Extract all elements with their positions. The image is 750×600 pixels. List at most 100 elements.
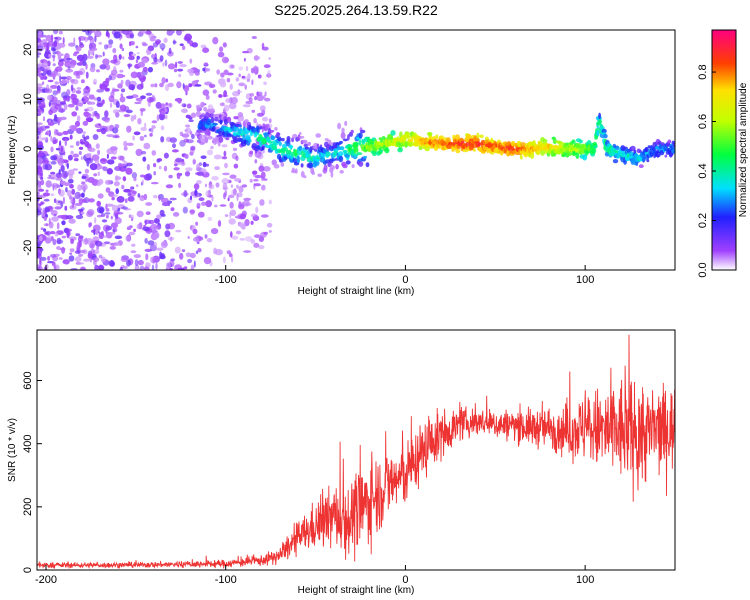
heatmap-ridge-blob <box>356 152 363 156</box>
heatmap-ridge-blob <box>325 151 331 157</box>
heatmap-blob <box>136 51 140 55</box>
heatmap-blob <box>92 113 99 117</box>
heatmap-noise-blobs <box>37 30 273 270</box>
heatmap-ridge-blob <box>540 149 545 156</box>
heatmap-blob <box>204 136 209 144</box>
heatmap-ridge-blob <box>408 139 414 142</box>
heatmap-blob <box>169 103 172 107</box>
heatmap-blob <box>206 238 213 243</box>
heatmap-blob <box>144 134 147 138</box>
heatmap-blob <box>53 265 57 270</box>
heatmap-ridge-blob <box>299 135 305 139</box>
heatmap-blob <box>75 70 83 76</box>
heatmap-blob <box>71 111 78 117</box>
heatmap-blob <box>123 188 131 193</box>
heatmap-blob <box>80 211 85 215</box>
heatmap-blob <box>44 132 48 135</box>
heatmap-blob <box>127 196 135 202</box>
heatmap-blob <box>168 174 173 179</box>
heatmap-blob <box>160 241 168 249</box>
heatmap-blob <box>92 257 100 262</box>
heatmap-blob <box>57 200 61 204</box>
heatmap-blob <box>183 85 190 92</box>
heatmap-blob <box>143 193 148 201</box>
colorbar-tick-label: 0.0 <box>697 262 709 277</box>
heatmap-blob <box>45 223 48 227</box>
heatmap-blob <box>249 178 253 183</box>
heatmap-blob <box>70 238 74 244</box>
heatmap-blob <box>42 228 47 232</box>
heatmap-blob <box>115 101 120 108</box>
heatmap-blob <box>72 153 80 158</box>
heatmap-blob <box>144 122 147 128</box>
heatmap-blob <box>155 232 160 239</box>
heatmap-blob <box>113 31 121 39</box>
heatmap-blob <box>61 136 70 142</box>
heatmap-blob <box>116 196 125 203</box>
heatmap-blob <box>57 215 66 219</box>
heatmap-blob <box>184 33 192 41</box>
heatmap-blob <box>194 84 202 87</box>
heatmap-ridge-blob <box>242 134 246 141</box>
heatmap-blob <box>37 264 41 269</box>
heatmap-blob <box>244 236 253 242</box>
heatmap-ridge-blob <box>196 129 203 133</box>
x-tick-label: 0 <box>402 274 408 286</box>
heatmap-blob <box>108 260 115 267</box>
heatmap-blob <box>250 213 258 218</box>
heatmap-ridge-blob <box>340 132 346 140</box>
heatmap-blob <box>129 189 137 197</box>
heatmap-blob <box>176 173 182 176</box>
heatmap-blob <box>179 64 187 68</box>
heatmap-ridge-blob <box>337 122 342 130</box>
heatmap-blob <box>58 169 61 175</box>
heatmap-blob <box>37 122 43 126</box>
heatmap-blob <box>70 150 74 155</box>
heatmap-ridge-blob <box>270 135 275 141</box>
heatmap-blob <box>76 54 85 61</box>
heatmap-blob <box>51 46 56 52</box>
heatmap-blob <box>89 37 95 45</box>
heatmap-blob <box>167 82 174 88</box>
heatmap-blob <box>202 47 210 53</box>
heatmap-blob <box>92 111 95 118</box>
heatmap-blob <box>181 133 190 138</box>
heatmap-blob <box>151 150 157 156</box>
heatmap-blob <box>42 81 45 85</box>
heatmap-blob <box>139 265 145 270</box>
heatmap-blob <box>69 134 73 140</box>
heatmap-blob <box>241 184 248 188</box>
heatmap-blob <box>238 82 246 87</box>
heatmap-blob <box>84 141 90 147</box>
heatmap-blob <box>86 37 90 41</box>
heatmap-blob <box>183 138 189 143</box>
heatmap-blob <box>182 267 185 270</box>
heatmap-ridge-blob <box>363 155 368 159</box>
heatmap-blob <box>39 60 42 67</box>
heatmap-ridge-blob <box>291 137 295 143</box>
heatmap-blob <box>159 82 164 88</box>
heatmap-ridge-blob <box>441 140 447 145</box>
heatmap-blob <box>223 256 226 264</box>
heatmap-blob <box>127 226 133 229</box>
snr-panel: -200 -100 0 100 0 200 400 600 Height of straig… <box>7 329 676 596</box>
heatmap-blob <box>61 235 67 239</box>
heatmap-blob <box>69 145 74 148</box>
heatmap-blob <box>178 182 182 189</box>
heatmap-blob <box>238 73 241 78</box>
heatmap-blob <box>172 143 176 149</box>
heatmap-ridge-blob <box>403 138 407 142</box>
heatmap-blob <box>136 210 144 218</box>
heatmap-blob <box>196 202 201 207</box>
heatmap-blob <box>150 83 155 88</box>
heatmap-ridge-blob <box>603 133 608 139</box>
heatmap-blob <box>93 228 96 236</box>
x-tick-label: -200 <box>35 274 57 286</box>
heatmap-blob <box>110 215 113 220</box>
heatmap-blob <box>54 232 59 237</box>
heatmap-blob <box>55 177 63 181</box>
heatmap-blob <box>90 248 95 256</box>
heatmap-blob <box>262 116 269 122</box>
heatmap-blob <box>243 57 246 62</box>
heatmap-blob <box>53 40 58 48</box>
